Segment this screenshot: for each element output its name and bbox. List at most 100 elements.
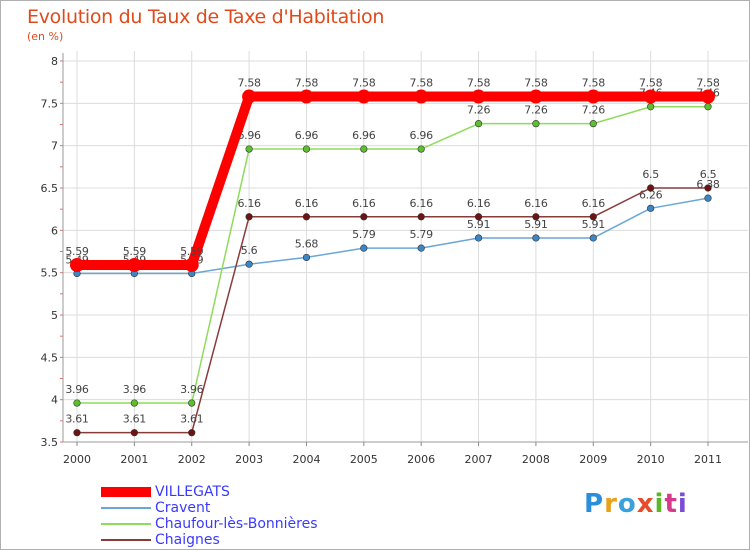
y-tick-label: 4.5 (41, 351, 59, 364)
data-point (302, 253, 311, 262)
logo-letter: x (636, 489, 655, 519)
data-label: 6.96 (352, 129, 376, 142)
data-point (414, 89, 429, 104)
data-label: 7.58 (524, 77, 548, 90)
x-tick-label: 2000 (63, 453, 91, 466)
data-point (647, 184, 655, 192)
series-line-cravent (77, 197, 709, 275)
data-label: 6.16 (352, 197, 376, 210)
data-label: 7.58 (639, 77, 663, 90)
x-tick-label: 2011 (694, 453, 722, 466)
data-point (532, 120, 540, 128)
data-point (417, 244, 425, 252)
data-point (647, 103, 655, 111)
chart-subtitle: (en %) (27, 30, 64, 43)
proxiti-logo: Proxiti (584, 489, 688, 519)
y-tick-label: 8 (51, 55, 58, 68)
y-tick-label: 6.5 (41, 182, 59, 195)
data-point (70, 258, 84, 273)
data-point (360, 244, 368, 252)
data-label: 7.26 (524, 104, 548, 117)
x-tick-label: 2002 (178, 453, 206, 466)
x-tick-label: 2001 (120, 453, 148, 466)
legend-label-chaignes: Chaignes (155, 532, 220, 548)
data-point (647, 204, 655, 212)
data-point (417, 213, 425, 221)
data-label: 6.96 (410, 129, 434, 142)
data-point (532, 234, 540, 242)
data-point (73, 429, 81, 437)
data-label: 6.5 (700, 168, 717, 181)
data-label: 3.96 (180, 383, 204, 396)
data-label: 6.96 (295, 129, 319, 142)
data-label: 7.58 (237, 77, 261, 90)
data-label: 3.61 (180, 413, 203, 426)
legend-label-cravent: Cravent (155, 500, 211, 516)
data-point (532, 213, 540, 221)
y-tick-label: 7.5 (41, 97, 59, 110)
legend-swatch-villegats (101, 487, 151, 497)
data-point (245, 213, 253, 221)
y-tick-label: 3.5 (41, 436, 59, 449)
series-line-villegats (77, 91, 708, 271)
data-point (302, 213, 311, 221)
data-point (73, 399, 81, 407)
series-line-chaufour-l-s-bonni-res (77, 105, 708, 404)
data-label: 7.58 (352, 77, 376, 90)
data-label: 7.58 (467, 77, 491, 90)
y-tick-label: 7 (51, 140, 58, 153)
data-point (643, 89, 658, 104)
data-label: 6.16 (295, 197, 319, 210)
data-label: 7.58 (410, 77, 434, 90)
data-label: 7.26 (582, 104, 606, 117)
data-label: 6.16 (524, 197, 548, 210)
data-point (474, 213, 483, 221)
legend-swatch-cravent (101, 507, 151, 509)
data-point (474, 234, 483, 242)
data-label: 7.58 (295, 77, 319, 90)
x-tick-label: 2005 (350, 453, 378, 466)
y-tick-label: 4 (51, 394, 58, 407)
data-point (701, 89, 715, 104)
data-label: 6.5 (642, 168, 659, 181)
data-label: 3.61 (65, 413, 88, 426)
data-label: 5.91 (524, 218, 547, 231)
y-tick-label: 5 (51, 309, 58, 322)
data-label: 5.91 (582, 218, 605, 231)
legend-swatch-chaignes (101, 539, 151, 541)
logo-letter: o (617, 489, 637, 519)
data-point (130, 429, 138, 437)
data-label: 5.59 (180, 245, 204, 258)
chart-title: Evolution du Taux de Taxe d'Habitation (27, 6, 385, 28)
data-point (188, 429, 196, 437)
y-tick-label: 6 (51, 224, 58, 237)
data-point (589, 234, 597, 242)
logo-letter: i (677, 489, 688, 519)
logo-letter: i (654, 489, 665, 519)
x-tick-label: 2007 (465, 453, 493, 466)
data-label: 3.61 (123, 413, 146, 426)
y-tick-label: 5.5 (41, 267, 59, 280)
data-label: 5.6 (241, 244, 258, 257)
data-label: 3.96 (65, 383, 89, 396)
data-point (589, 120, 597, 128)
series-line-chaignes (77, 187, 708, 434)
data-point (589, 213, 597, 221)
data-point (245, 145, 253, 153)
x-tick-label: 2008 (522, 453, 550, 466)
data-label: 5.91 (467, 218, 490, 231)
data-label: 5.59 (65, 245, 89, 258)
data-point (299, 89, 314, 104)
legend-label-villegats: VILLEGATS (155, 484, 230, 500)
data-label: 6.16 (237, 197, 261, 210)
data-label: 6.16 (467, 197, 491, 210)
x-tick-label: 2006 (407, 453, 435, 466)
data-point (302, 145, 311, 153)
data-point (704, 184, 712, 192)
data-label: 6.16 (410, 197, 434, 210)
data-point (474, 120, 483, 128)
data-label: 7.58 (582, 77, 606, 90)
data-label: 5.59 (123, 245, 147, 258)
